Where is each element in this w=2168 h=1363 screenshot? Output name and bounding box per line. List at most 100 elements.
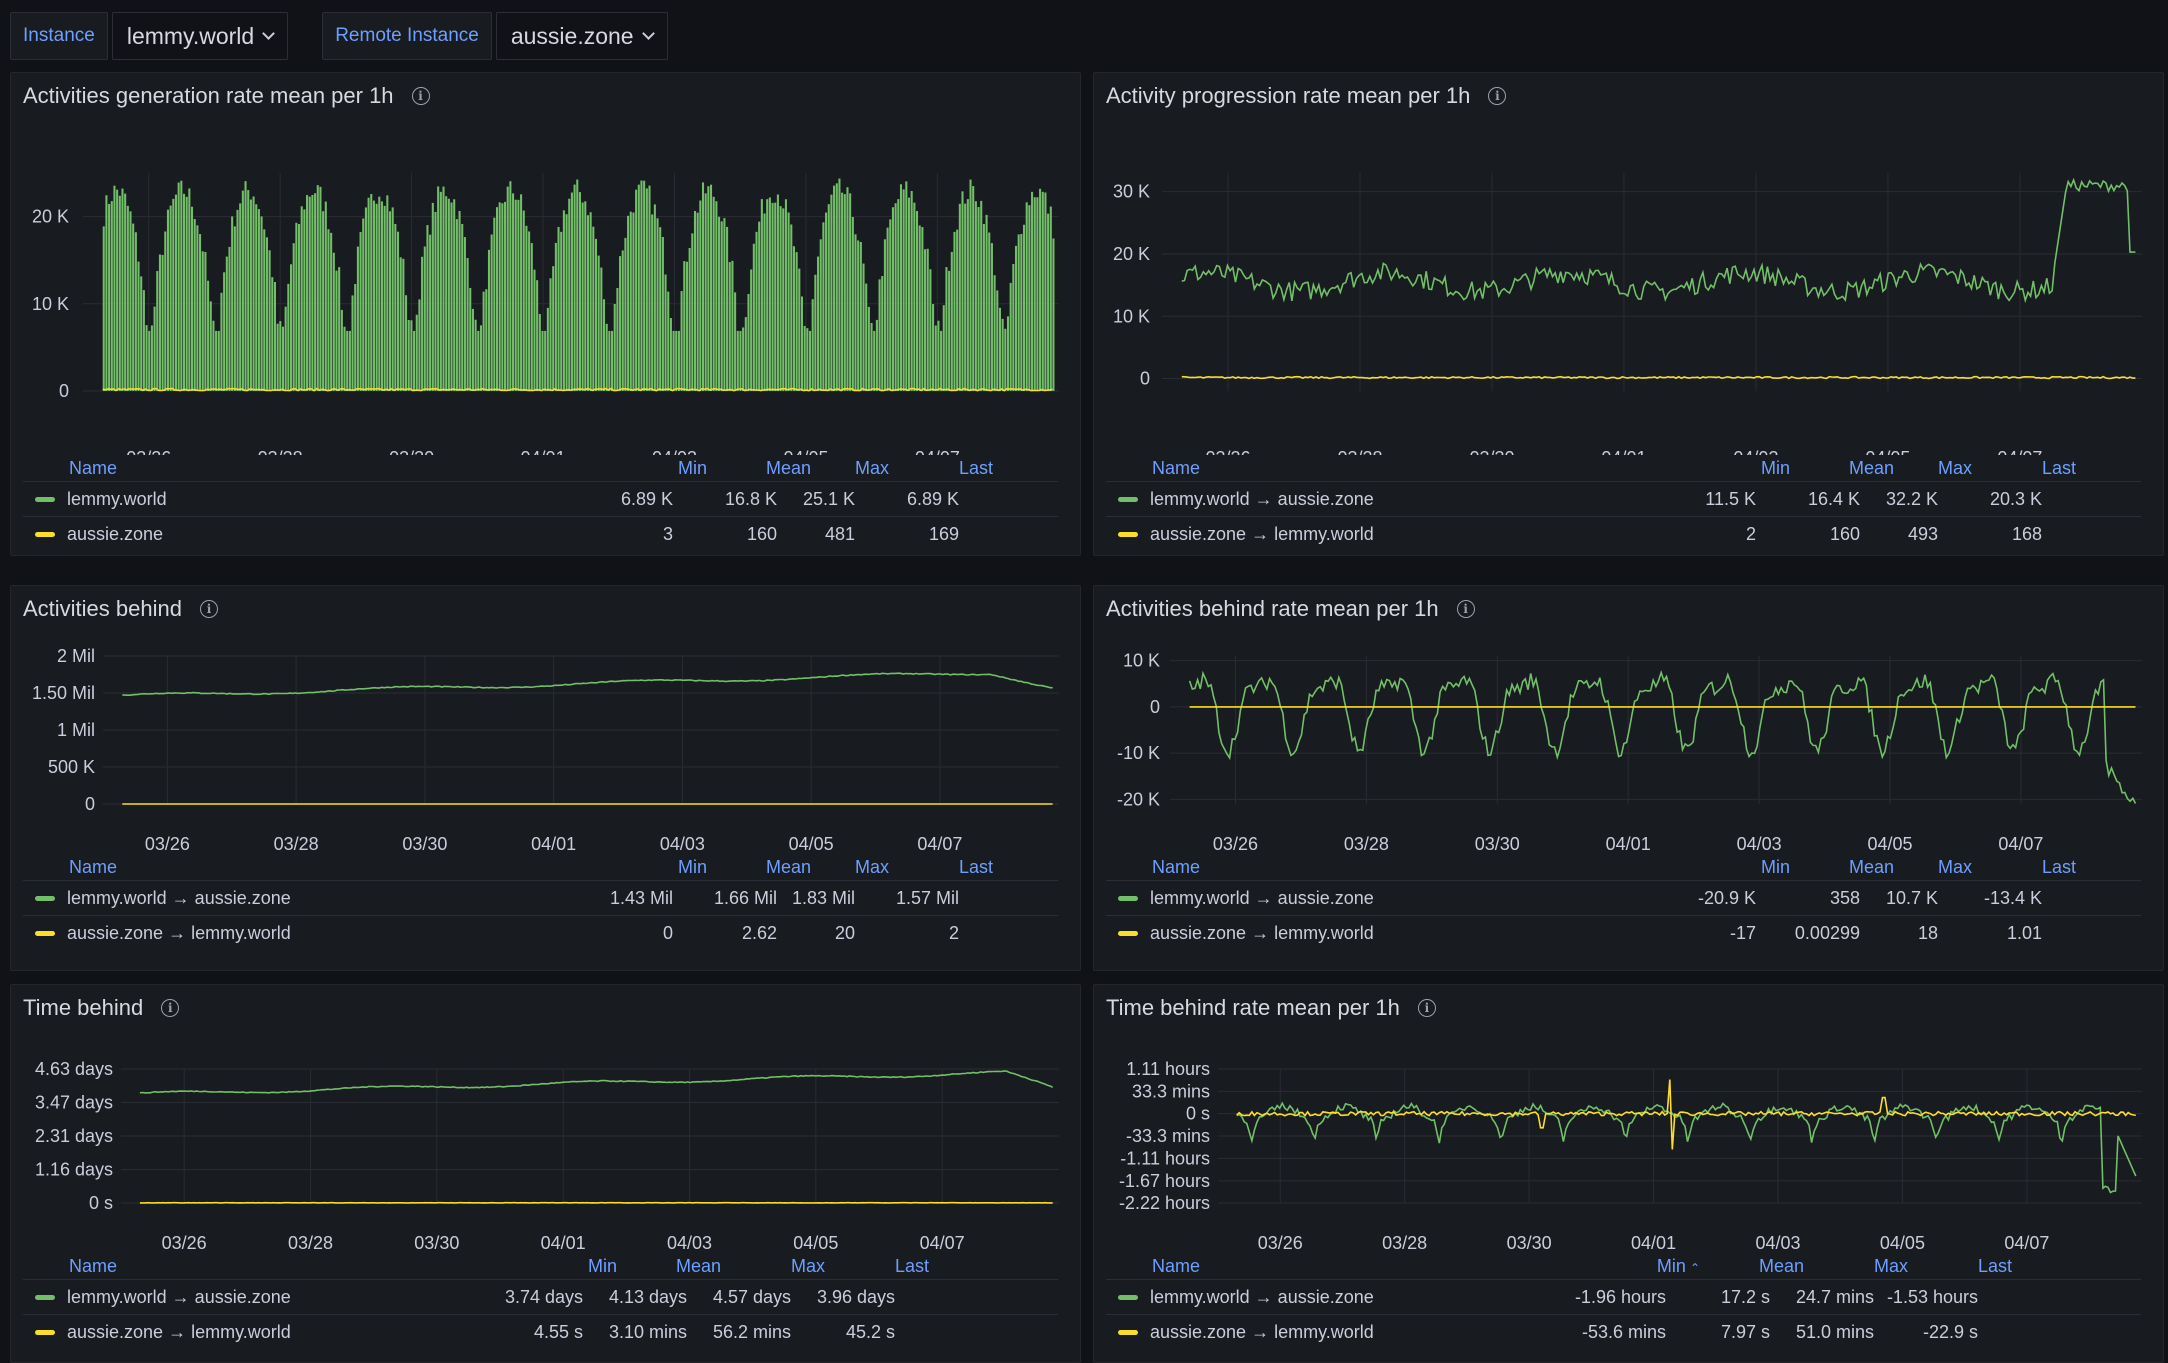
legend-header-name[interactable]: Name xyxy=(1152,1255,1201,1276)
legend-header-max[interactable]: Max xyxy=(1804,1256,1908,1277)
legend-row[interactable]: aussie.zone → lemmy.world 4.55 s 3.10 mins… xyxy=(23,1315,1058,1349)
legend-header-mean[interactable]: Mean xyxy=(707,857,811,878)
panel-1[interactable]: Activity progression rate mean per 1h i 0 1… xyxy=(1093,72,2164,556)
legend-table: Name Min Mean Max Last lemmy.world → aussie.z… xyxy=(23,1253,1058,1349)
bar-lemmy-world xyxy=(207,280,210,391)
bar-lemmy-world xyxy=(651,214,654,391)
bar-lemmy-world xyxy=(450,202,453,391)
bar-lemmy-world xyxy=(174,194,178,391)
bar-lemmy-world xyxy=(787,212,790,391)
legend-value-min: 4.55 s xyxy=(533,1321,583,1342)
bar-lemmy-world xyxy=(573,184,576,391)
legend-header-name[interactable]: Name xyxy=(69,1255,118,1276)
legend-header-name[interactable]: Name xyxy=(1152,856,1201,877)
panel-4[interactable]: Time behind i 0 s 1.16 days 2.31 days 3.47 da… xyxy=(10,984,1081,1363)
variable-bar: Instance lemmy.world Remote Instance aus… xyxy=(10,12,668,60)
instance-select[interactable]: lemmy.world xyxy=(111,12,289,60)
bar-lemmy-world xyxy=(857,240,860,391)
legend-header-max[interactable]: Max xyxy=(1894,458,1972,479)
legend-header-last[interactable]: Last xyxy=(1972,458,2076,479)
legend-row[interactable]: lemmy.world → aussie.zone 1.43 Mil 1.66 Mi… xyxy=(23,881,1058,916)
legend-header-max[interactable]: Max xyxy=(811,458,889,479)
bar-lemmy-world xyxy=(800,296,804,391)
x-tick-label: 03/30 xyxy=(389,448,434,455)
legend-header-name[interactable]: Name xyxy=(69,856,118,877)
bar-lemmy-world xyxy=(453,199,456,391)
legend-header-min[interactable]: Min ⌃ xyxy=(1596,1256,1700,1277)
legend-header: Name Min Mean Max Last xyxy=(23,854,1058,881)
y-tick-label: 2.31 days xyxy=(35,1126,113,1146)
bar-lemmy-world xyxy=(602,299,606,391)
bar-lemmy-world xyxy=(996,290,999,391)
bar-lemmy-world xyxy=(180,180,183,391)
legend-header-min[interactable]: Min xyxy=(629,458,707,479)
y-tick-label: -33.3 mins xyxy=(1126,1126,1210,1146)
bar-lemmy-world xyxy=(498,202,501,391)
bar-lemmy-world xyxy=(522,210,525,391)
bar-lemmy-world xyxy=(645,188,648,391)
remote-instance-label: Remote Instance xyxy=(322,12,492,60)
panel-2[interactable]: Activities behind i 0 500 K 1 Mil 1.50 Mil 2 M… xyxy=(10,585,1081,971)
info-icon[interactable]: i xyxy=(411,87,430,105)
legend-header-max[interactable]: Max xyxy=(811,857,889,878)
panel-3[interactable]: Activities behind rate mean per 1h i -20 K… xyxy=(1093,585,2164,971)
info-icon[interactable]: i xyxy=(1488,87,1507,105)
legend-row[interactable]: lemmy.world → aussie.zone -20.9 K 358 10.7 … xyxy=(1106,881,2141,916)
bar-lemmy-world xyxy=(790,224,793,391)
legend-header-last[interactable]: Last xyxy=(1972,857,2076,878)
legend-header-last[interactable]: Last xyxy=(889,458,993,479)
legend-header-mean[interactable]: Mean xyxy=(1790,458,1894,479)
legend-row[interactable]: lemmy.world → aussie.zone 11.5 K 16.4 K 32.… xyxy=(1106,482,2141,517)
legend-row[interactable]: aussie.zone → lemmy.world -17 0.00299 18 1.0… xyxy=(1106,916,2141,950)
legend-header-mean[interactable]: Mean xyxy=(707,458,811,479)
legend-row[interactable]: aussie.zone → lemmy.world 0 2.62 20 2 xyxy=(23,916,1058,950)
legend-header-min[interactable]: Min xyxy=(1712,458,1790,479)
bar-lemmy-world xyxy=(894,203,897,391)
bar-lemmy-world xyxy=(461,223,464,391)
bar-lemmy-world xyxy=(421,256,424,391)
legend-header-max[interactable]: Max xyxy=(721,1256,825,1277)
legend-header-min[interactable]: Min xyxy=(629,857,707,878)
legend-row[interactable]: aussie.zone → lemmy.world -53.6 mins 7.97 … xyxy=(1106,1315,2141,1349)
legend-header-name[interactable]: Name xyxy=(1152,457,1201,478)
x-tick-label: 04/01 xyxy=(1631,1233,1676,1253)
info-icon[interactable]: i xyxy=(199,600,218,618)
legend-header-last[interactable]: Last xyxy=(889,857,993,878)
bar-lemmy-world xyxy=(396,231,400,391)
legend-header-min[interactable]: Min xyxy=(1712,857,1790,878)
bar-lemmy-world xyxy=(528,231,531,391)
legend-header-mean[interactable]: Mean xyxy=(1790,857,1894,878)
bar-lemmy-world xyxy=(819,239,822,391)
legend-value-last: 6.89 K xyxy=(906,488,959,509)
legend-row[interactable]: lemmy.world → aussie.zone -1.96 hours 17.2… xyxy=(1106,1280,2141,1315)
info-icon[interactable]: i xyxy=(1456,600,1475,618)
legend-series: lemmy.world xyxy=(23,489,595,510)
info-icon[interactable]: i xyxy=(161,999,180,1017)
series-line-aussie-zone xyxy=(102,387,1053,392)
legend-row[interactable]: aussie.zone → lemmy.world 2 160 493 168 xyxy=(1106,517,2141,551)
remote-instance-select[interactable]: aussie.zone xyxy=(495,12,668,60)
bar-lemmy-world xyxy=(273,281,277,391)
legend-row[interactable]: aussie.zone 3 160 481 169 xyxy=(23,517,1058,551)
panel-5[interactable]: Time behind rate mean per 1h i -2.22 hours… xyxy=(1093,984,2164,1363)
legend-header-last[interactable]: Last xyxy=(825,1256,929,1277)
bar-lemmy-world xyxy=(709,184,713,391)
legend-header-mean[interactable]: Mean xyxy=(617,1256,721,1277)
bar-lemmy-world xyxy=(193,219,196,391)
legend-header-min[interactable]: Min xyxy=(513,1256,617,1277)
legend-row[interactable]: lemmy.world → aussie.zone 3.74 days 4.13 d… xyxy=(23,1280,1058,1315)
bar-lemmy-world xyxy=(487,249,491,391)
bar-lemmy-world xyxy=(391,207,394,391)
y-tick-label: 10 K xyxy=(1123,651,1160,671)
legend-row[interactable]: lemmy.world 6.89 K 16.8 K 25.1 K 6.89 K xyxy=(23,482,1058,517)
legend-header-last[interactable]: Last xyxy=(1908,1256,2012,1277)
bar-lemmy-world xyxy=(627,215,630,391)
legend-value-mean: 2.62 xyxy=(741,922,777,943)
info-icon[interactable]: i xyxy=(1417,999,1436,1017)
legend-header-name[interactable]: Name xyxy=(69,457,118,478)
bar-lemmy-world xyxy=(110,201,113,391)
legend-header-mean[interactable]: Mean xyxy=(1700,1256,1804,1277)
bar-lemmy-world xyxy=(359,231,362,391)
panel-0[interactable]: Activities generation rate mean per 1h i 0… xyxy=(10,72,1081,556)
legend-header-max[interactable]: Max xyxy=(1894,857,1972,878)
